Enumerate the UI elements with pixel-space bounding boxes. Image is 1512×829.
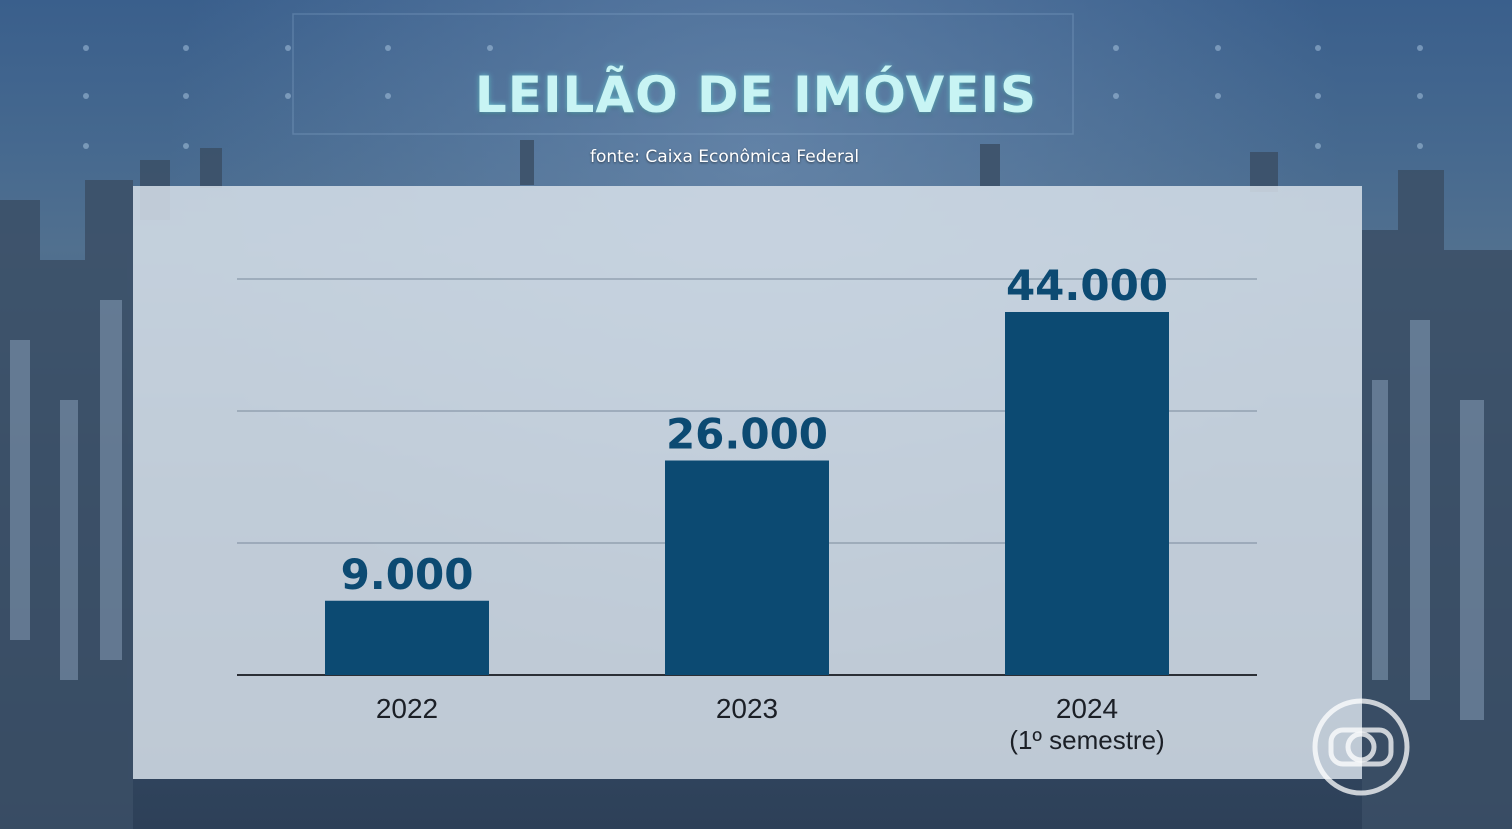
page-title: LEILÃO DE IMÓVEIS bbox=[474, 66, 1038, 124]
bar-2024 bbox=[1005, 312, 1169, 675]
value-label-2023: 26.000 bbox=[666, 410, 828, 459]
category-label-2022: 2022 bbox=[376, 693, 438, 724]
category-label-2024: 2024 bbox=[1056, 693, 1118, 724]
category-label-2023: 2023 bbox=[716, 693, 778, 724]
bar-2022 bbox=[325, 600, 489, 675]
value-label-2024: 44.000 bbox=[1006, 261, 1168, 310]
value-label-2022: 9.000 bbox=[341, 550, 474, 599]
globo-logo-icon bbox=[1312, 698, 1410, 796]
bar-2023 bbox=[665, 460, 829, 675]
category-sublabel-2024: (1º semestre) bbox=[1009, 725, 1164, 755]
source-caption: fonte: Caixa Econômica Federal bbox=[590, 147, 860, 167]
